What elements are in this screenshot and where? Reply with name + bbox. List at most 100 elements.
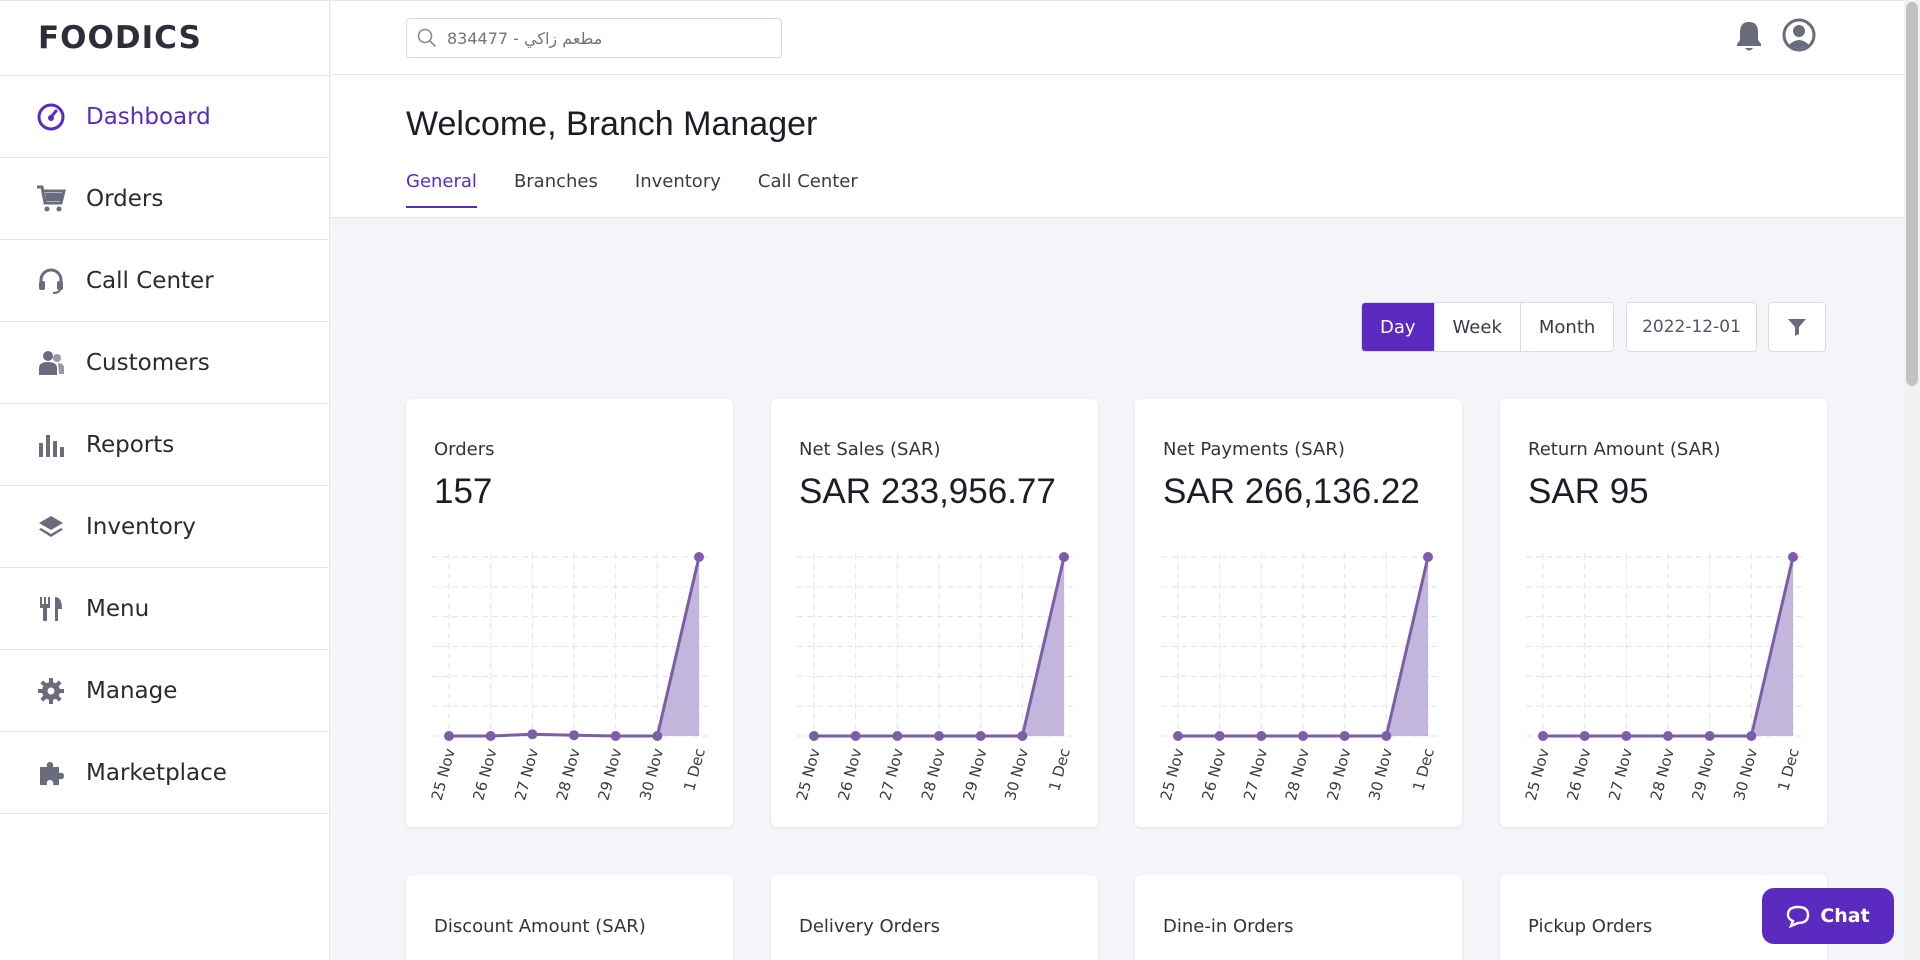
sidebar-item-label: Menu bbox=[86, 595, 150, 622]
data-point bbox=[1339, 731, 1350, 741]
chat-button[interactable]: Chat bbox=[1762, 888, 1894, 944]
users-icon bbox=[36, 348, 66, 378]
data-point bbox=[485, 731, 496, 741]
x-tick-label: 29 Nov bbox=[594, 746, 625, 802]
data-point bbox=[1256, 731, 1267, 741]
sidebar-item-dashboard[interactable]: Dashboard bbox=[0, 76, 329, 158]
data-point bbox=[1538, 731, 1548, 741]
card-value: SAR 233,956.77 bbox=[799, 472, 1056, 511]
filter-icon bbox=[1788, 319, 1806, 336]
tab-branches[interactable]: Branches bbox=[513, 171, 598, 192]
bell-icon[interactable] bbox=[1734, 19, 1764, 57]
data-point bbox=[1746, 731, 1757, 741]
data-point bbox=[809, 731, 819, 741]
card-value: 157 bbox=[434, 472, 493, 511]
stat-card-dine-in-orders: Dine-in Orders bbox=[1135, 875, 1462, 960]
x-tick-label: 25 Nov bbox=[428, 746, 459, 802]
series-area bbox=[814, 557, 1064, 736]
foodics-logo[interactable]: FOODICS bbox=[0, 1, 329, 76]
net-sales-trend-chart: 25 Nov 26 Nov 27 Nov 28 Nov 29 Nov 30 Nov 1 De… bbox=[793, 552, 1074, 802]
data-point bbox=[1579, 731, 1590, 741]
period-week-button[interactable]: Week bbox=[1433, 303, 1520, 351]
sidebar-item-menu[interactable]: Menu bbox=[0, 568, 329, 650]
x-tick-label: 30 Nov bbox=[1001, 746, 1032, 802]
sidebar-item-customers[interactable]: Customers bbox=[0, 322, 329, 404]
card-title: Net Sales (SAR) bbox=[799, 439, 941, 460]
cart-icon bbox=[36, 184, 66, 214]
stat-card-return-amount: Return Amount (SAR) SAR 95 25 Nov 26 Nov 2… bbox=[1500, 399, 1827, 827]
data-point bbox=[1423, 552, 1433, 562]
user-circle-icon[interactable] bbox=[1782, 18, 1816, 56]
data-point bbox=[1214, 731, 1225, 741]
date-picker-button[interactable]: 2022-12-01 bbox=[1626, 302, 1757, 352]
card-title: Net Payments (SAR) bbox=[1163, 439, 1345, 460]
page-header: Welcome, Branch Manager General Branches… bbox=[331, 75, 1920, 218]
sidebar-item-manage[interactable]: Manage bbox=[0, 650, 329, 732]
sidebar-item-inventory[interactable]: Inventory bbox=[0, 486, 329, 568]
tab-call-center[interactable]: Call Center bbox=[757, 171, 858, 192]
sidebar-item-label: Call Center bbox=[86, 267, 214, 294]
sidebar-item-marketplace[interactable]: Marketplace bbox=[0, 732, 329, 814]
layers-icon bbox=[36, 512, 66, 542]
sidebar: FOODICS Dashboard Orders Call Center Cus… bbox=[0, 0, 330, 960]
period-day-button[interactable]: Day bbox=[1362, 303, 1434, 351]
data-point bbox=[975, 731, 986, 741]
data-point bbox=[1381, 731, 1392, 741]
filter-button[interactable] bbox=[1768, 302, 1826, 352]
search-box[interactable] bbox=[406, 18, 782, 58]
x-tick-label: 27 Nov bbox=[1605, 746, 1636, 802]
data-point bbox=[850, 731, 861, 741]
data-point bbox=[892, 731, 903, 741]
data-point bbox=[1621, 731, 1632, 741]
stat-card-discount-amount: Discount Amount (SAR) bbox=[406, 875, 733, 960]
x-tick-label: 26 Nov bbox=[834, 746, 865, 802]
return-amount-trend-chart: 25 Nov 26 Nov 27 Nov 28 Nov 29 Nov 30 Nov 1 De… bbox=[1522, 552, 1803, 802]
scrollbar-thumb[interactable] bbox=[1906, 2, 1918, 386]
data-point bbox=[1788, 552, 1798, 562]
sidebar-item-label: Marketplace bbox=[86, 759, 227, 786]
sidebar-item-orders[interactable]: Orders bbox=[0, 158, 329, 240]
x-tick-label: 28 Nov bbox=[918, 746, 949, 802]
series-area bbox=[1543, 557, 1793, 736]
search-icon bbox=[417, 28, 437, 48]
tab-inventory[interactable]: Inventory bbox=[634, 171, 721, 192]
sidebar-item-call-center[interactable]: Call Center bbox=[0, 240, 329, 322]
chat-bubble-icon bbox=[1787, 905, 1810, 928]
chat-label: Chat bbox=[1820, 905, 1870, 927]
card-title: Delivery Orders bbox=[799, 916, 940, 937]
x-tick-label: 26 Nov bbox=[1198, 746, 1229, 802]
data-point bbox=[652, 731, 663, 741]
data-point bbox=[1704, 731, 1715, 741]
bar-chart-icon bbox=[36, 430, 66, 460]
data-point bbox=[694, 552, 704, 562]
gear-icon bbox=[36, 676, 66, 706]
data-point bbox=[444, 731, 454, 741]
data-point bbox=[1173, 731, 1183, 741]
x-tick-label: 1 Dec bbox=[1409, 746, 1438, 793]
x-tick-label: 30 Nov bbox=[1730, 746, 1761, 802]
utensils-icon bbox=[36, 594, 66, 624]
sidebar-item-label: Reports bbox=[86, 431, 175, 458]
data-point bbox=[610, 731, 621, 741]
series-area bbox=[1178, 557, 1428, 736]
stat-card-delivery-orders: Delivery Orders bbox=[771, 875, 1098, 960]
x-tick-label: 25 Nov bbox=[1522, 746, 1553, 802]
tab-general[interactable]: General bbox=[406, 171, 477, 208]
x-tick-label: 29 Nov bbox=[959, 746, 990, 802]
x-tick-label: 30 Nov bbox=[636, 746, 667, 802]
x-tick-label: 28 Nov bbox=[553, 746, 584, 802]
card-title: Discount Amount (SAR) bbox=[434, 916, 646, 937]
sidebar-item-reports[interactable]: Reports bbox=[0, 404, 329, 486]
data-point bbox=[527, 729, 538, 740]
period-month-button[interactable]: Month bbox=[1519, 303, 1613, 351]
search-input[interactable] bbox=[447, 28, 767, 48]
data-point bbox=[1298, 731, 1308, 741]
x-tick-label: 1 Dec bbox=[680, 746, 709, 793]
data-point bbox=[1663, 731, 1673, 741]
sidebar-item-label: Inventory bbox=[86, 513, 196, 540]
puzzle-icon bbox=[36, 758, 66, 788]
stat-card-net-payments: Net Payments (SAR) SAR 266,136.22 25 Nov… bbox=[1135, 399, 1462, 827]
x-tick-label: 29 Nov bbox=[1688, 746, 1719, 802]
sidebar-item-label: Manage bbox=[86, 677, 178, 704]
period-selector: Day Week Month bbox=[1361, 302, 1615, 352]
